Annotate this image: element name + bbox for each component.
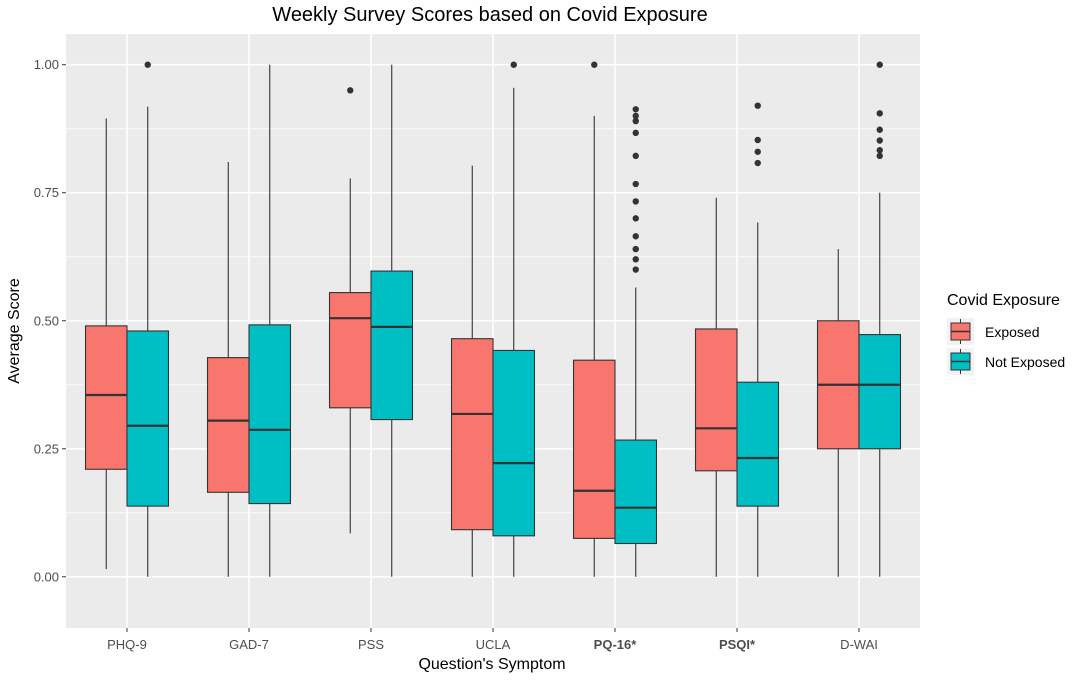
x-tick-label: PHQ-9	[107, 637, 147, 652]
legend-key-exposed: Exposed	[947, 318, 1039, 345]
outlier-point	[876, 137, 883, 144]
outlier-point	[510, 61, 517, 68]
outlier-point	[876, 126, 883, 133]
box-body	[858, 334, 902, 450]
outlier-point	[632, 152, 639, 160]
box-body	[84, 325, 128, 470]
outlier-point	[632, 112, 639, 120]
outlier-point	[632, 266, 639, 273]
chart-title: Weekly Survey Scores based on Covid Expo…	[272, 4, 707, 26]
y-tick-label: 0.50	[34, 313, 59, 328]
outlier-point	[632, 198, 639, 205]
y-tick-label: 0.75	[34, 185, 59, 200]
outlier-point	[632, 256, 639, 263]
outlier-point	[754, 136, 761, 144]
y-axis-title: Average Score	[6, 278, 23, 384]
box-body	[694, 328, 738, 472]
box-psqi-not-exposed	[736, 102, 780, 577]
legend-label: Not Exposed	[985, 354, 1065, 370]
box-pq16-exposed	[572, 61, 616, 577]
x-tick-label: PSS	[358, 637, 384, 652]
y-axis: 0.00 0.25 0.50 0.75 1.00	[34, 57, 66, 584]
legend-title: Covid Exposure	[947, 292, 1060, 309]
outlier-point	[632, 180, 639, 188]
outlier-point	[144, 61, 151, 68]
box-body	[492, 349, 536, 537]
outlier-point	[591, 61, 598, 68]
outlier-point	[632, 106, 639, 113]
y-tick-label: 0.25	[34, 441, 59, 456]
box-body	[126, 330, 170, 507]
outlier-point	[632, 233, 639, 240]
box-groups	[84, 61, 902, 577]
box-phq9-not-exposed	[126, 61, 170, 577]
box-body	[736, 381, 780, 507]
box-body	[328, 292, 372, 409]
box-dwai-exposed	[816, 249, 860, 577]
box-body	[572, 359, 616, 539]
box-pq16-not-exposed	[614, 106, 658, 577]
box-ucla-not-exposed	[492, 61, 536, 577]
box-psqi-exposed	[694, 197, 738, 577]
x-tick-label: PQ-16*	[594, 637, 638, 652]
outlier-point	[754, 148, 761, 155]
box-pss-exposed	[328, 87, 372, 534]
box-pss-not-exposed	[370, 64, 414, 577]
x-tick-label: D-WAI	[840, 637, 878, 652]
box-ucla-exposed	[450, 165, 494, 577]
x-tick-label: PSQI*	[719, 637, 756, 652]
outlier-point	[876, 152, 883, 160]
outlier-point	[632, 245, 639, 253]
box-body	[614, 439, 658, 545]
outlier-point	[632, 215, 639, 222]
outlier-point	[347, 87, 354, 94]
outlier-point	[754, 159, 761, 167]
outlier-point	[632, 129, 639, 137]
outlier-point	[754, 102, 761, 109]
box-body	[370, 270, 414, 421]
outlier-point	[876, 61, 883, 68]
box-dwai-not-exposed	[858, 61, 902, 577]
outlier-point	[632, 117, 639, 125]
legend-label: Exposed	[985, 324, 1039, 340]
x-tick-label: UCLA	[476, 637, 511, 652]
outlier-point	[876, 147, 883, 154]
x-axis-title: Question's Symptom	[418, 656, 565, 673]
x-tick-label: GAD-7	[229, 637, 269, 652]
box-gad7-not-exposed	[248, 64, 292, 577]
box-body	[450, 338, 494, 531]
y-tick-label: 1.00	[34, 57, 59, 72]
outlier-point	[876, 110, 883, 117]
x-axis: PHQ-9 GAD-7 PSS UCLA PQ-16* PSQI* D-WAI	[107, 628, 878, 652]
box-body	[248, 324, 292, 505]
box-body	[206, 357, 250, 493]
legend: Covid Exposure Exposed Not Exposed	[947, 292, 1065, 375]
legend-key-not-exposed: Not Exposed	[947, 348, 1065, 375]
y-tick-label: 0.00	[34, 569, 59, 584]
